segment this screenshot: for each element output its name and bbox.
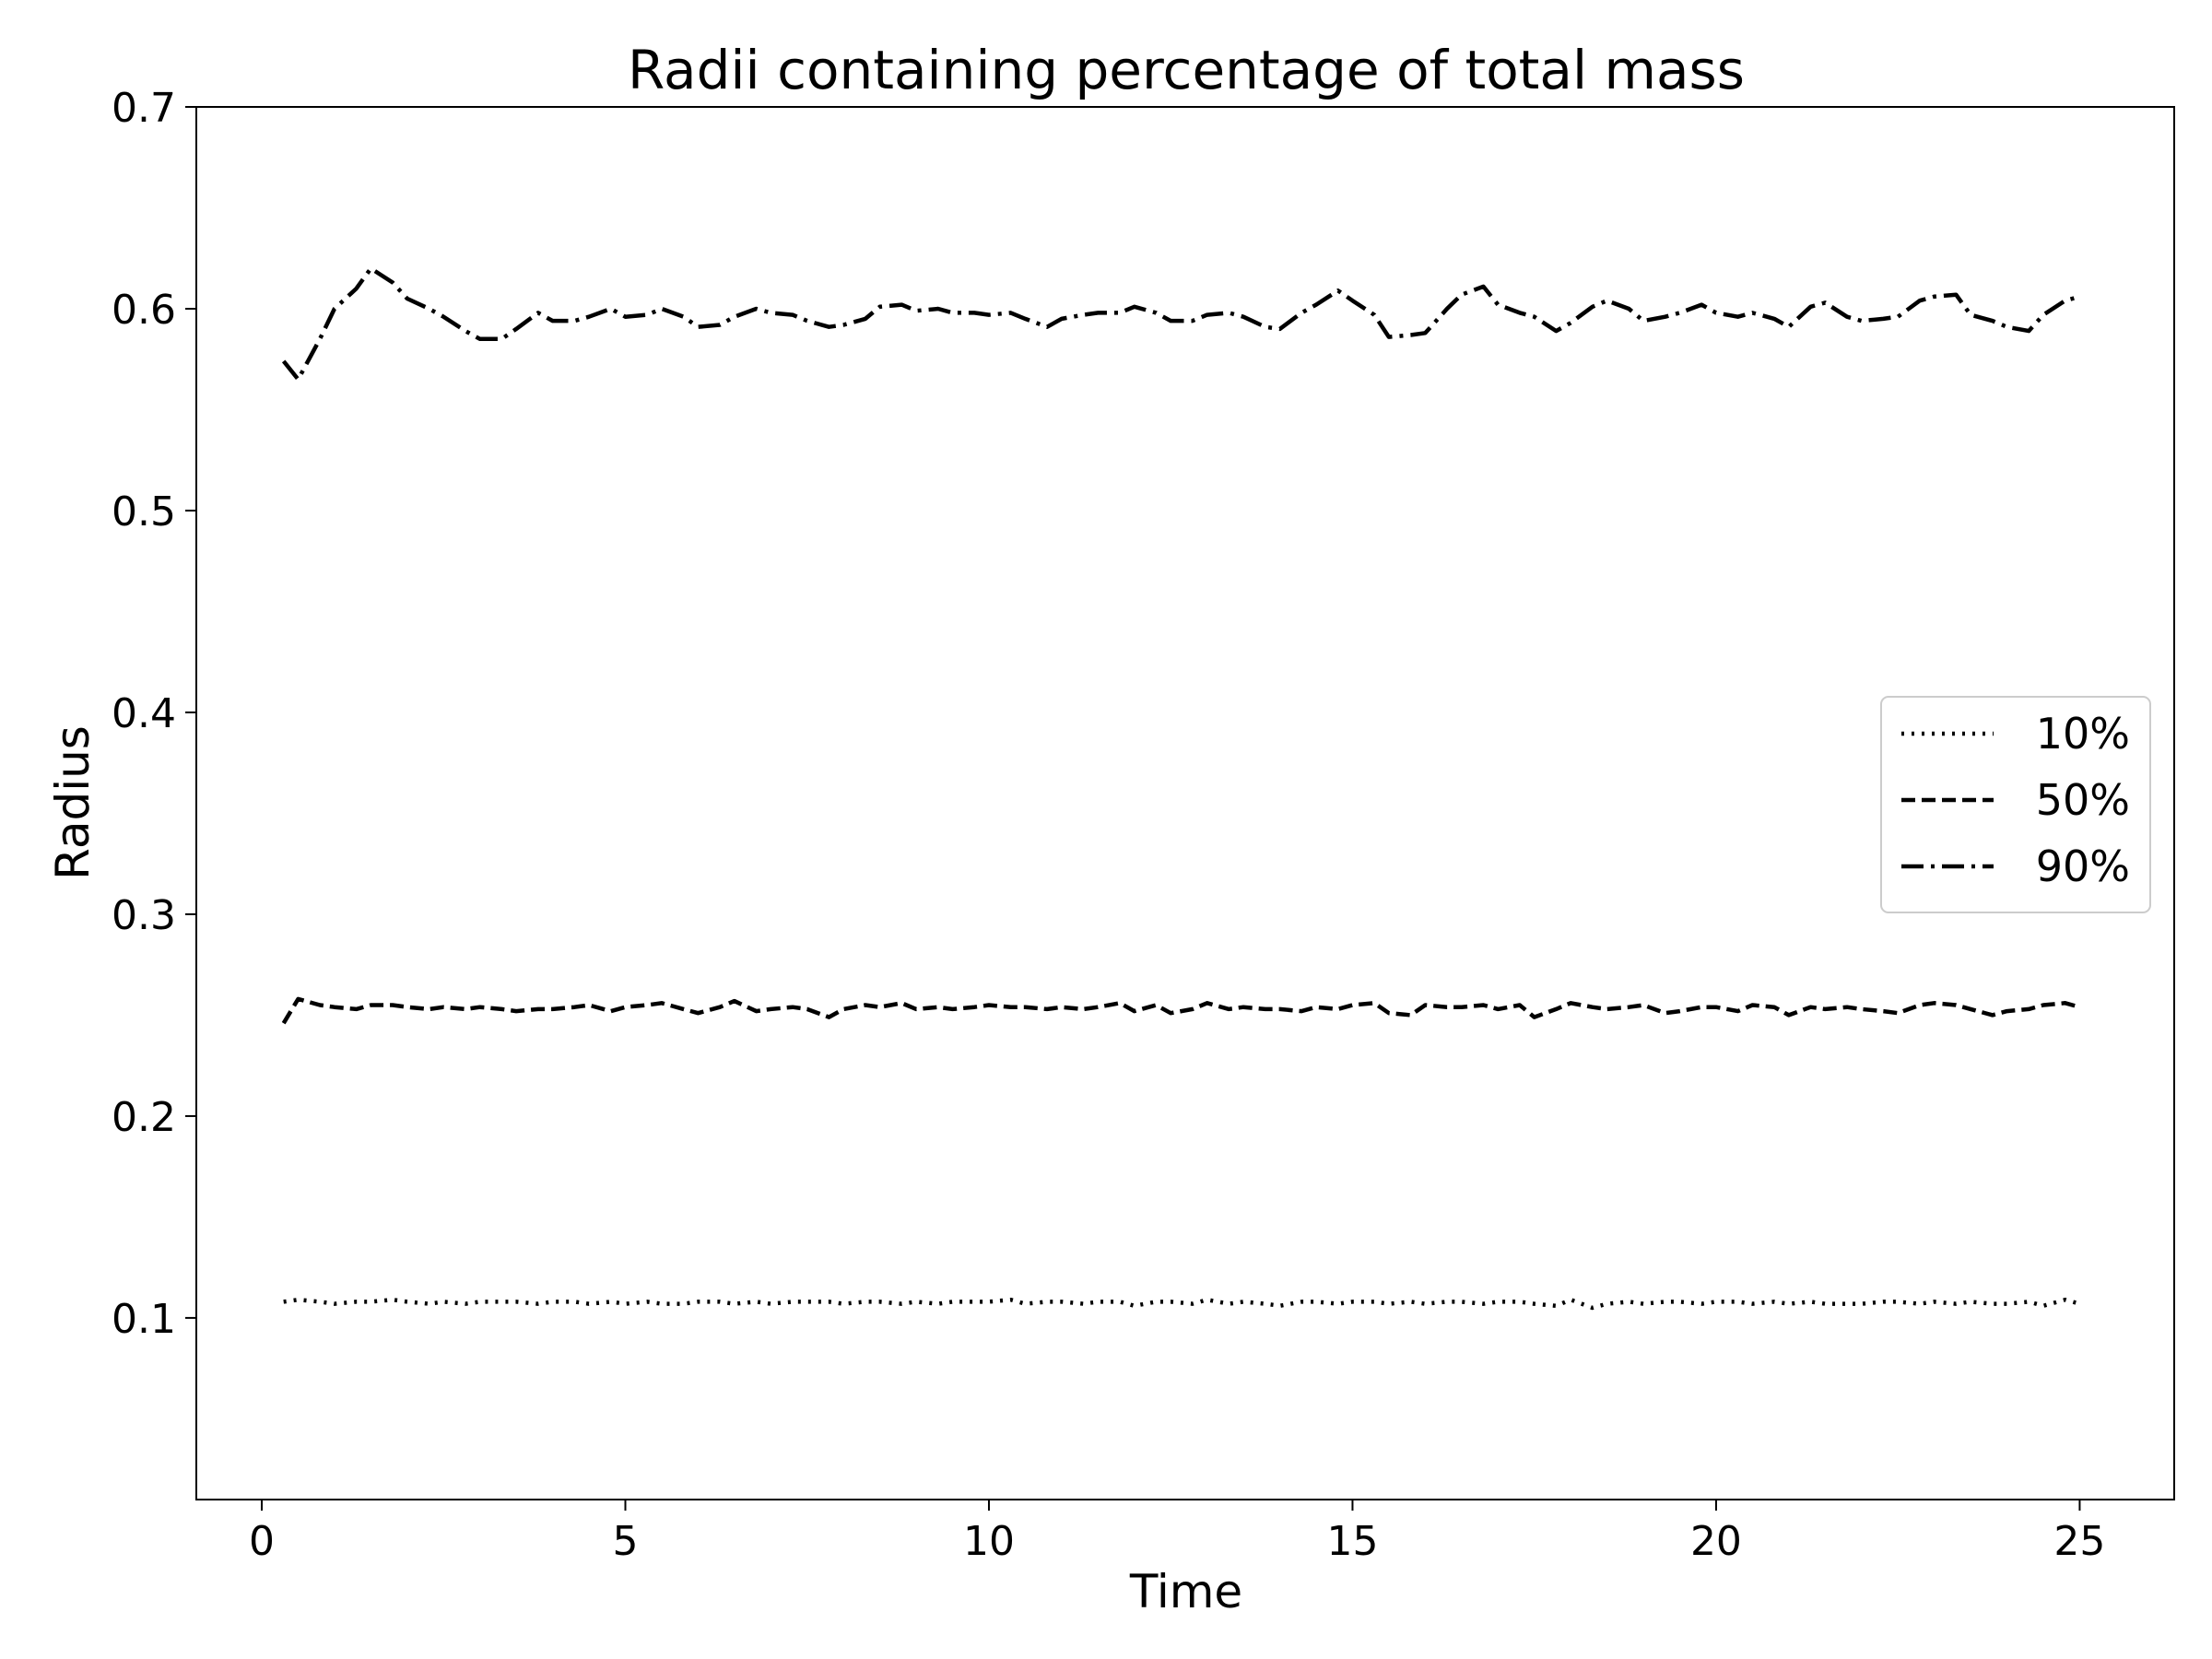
x-axis: 0 5 10 15 20 25 [249,1500,2105,1565]
series-line-50pct [281,996,2081,1025]
legend-box [1880,696,2151,913]
y-tick-label: 0.4 [112,690,176,737]
plot-frame [195,106,2175,1500]
y-tick-label: 0.2 [112,1094,176,1141]
y-tick-label: 0.1 [112,1296,176,1343]
series-line-90pct [281,265,2081,382]
y-axis-label: Radius [46,725,100,880]
legend: 10% 50% 90% [1880,696,2151,913]
y-tick-label: 0.7 [112,85,176,132]
y-axis: 0.1 0.2 0.3 0.4 0.5 0.6 0.7 [112,85,196,1343]
x-tick-label: 10 [963,1518,1015,1565]
y-tick-label: 0.3 [112,892,176,939]
x-tick-label: 15 [1326,1518,1378,1565]
legend-label-50pct: 50% [2036,775,2130,825]
x-tick-label: 20 [1690,1518,1742,1565]
series-layer [281,265,2081,1311]
x-tick-label: 5 [612,1518,638,1565]
y-tick-label: 0.5 [112,488,176,535]
y-tick-label: 0.6 [112,287,176,334]
x-tick-label: 0 [249,1518,275,1565]
series-line-10pct [283,1297,2081,1311]
chart-title: Radii containing percentage of total mas… [628,39,1745,101]
x-tick-label: 25 [2053,1518,2105,1565]
x-axis-label: Time [1129,1565,1242,1618]
legend-label-10pct: 10% [2036,709,2130,759]
legend-label-90pct: 90% [2036,841,2130,891]
